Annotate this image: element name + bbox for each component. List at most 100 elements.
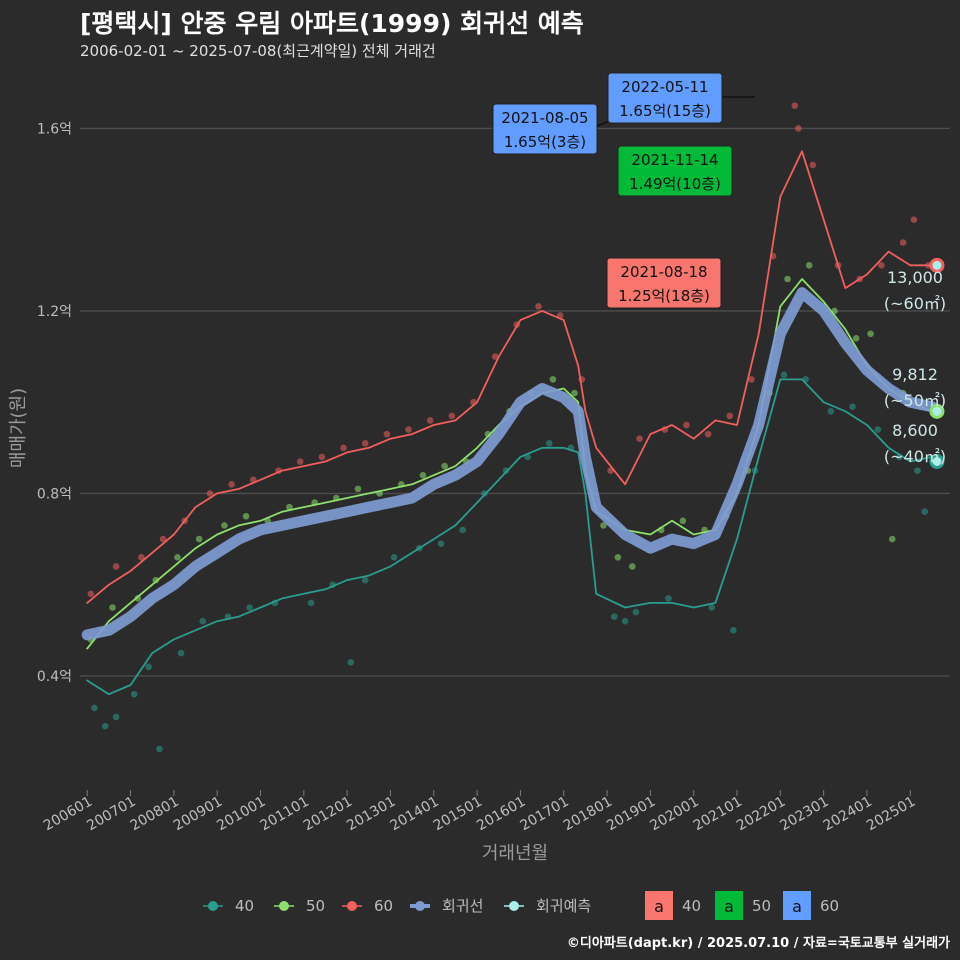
chart-title: [평택시] 안중 우림 아파트(1999) 회귀선 예측 xyxy=(80,9,584,38)
scatter-points-60-9 xyxy=(296,458,304,465)
x-tick-label-14: 202001 xyxy=(647,794,701,835)
scatter-points-40-15 xyxy=(390,554,398,561)
gridlines xyxy=(80,127,950,677)
scatter-points-40-28 xyxy=(708,604,716,611)
legend-line-label-1: 50 xyxy=(306,897,325,915)
legend-box-0 xyxy=(645,891,673,920)
scatter-points-50-9 xyxy=(286,503,293,511)
annotation-price-2: 1.49억(10층) xyxy=(629,175,721,193)
x-tick-label-15: 202101 xyxy=(691,794,745,835)
scatter-points-60-36 xyxy=(878,262,885,269)
annotation-date-1: 2022-05-11 xyxy=(621,78,708,96)
scatter-points-60-0 xyxy=(87,590,95,598)
scatter-points-60-27 xyxy=(704,430,712,438)
annotation-date-0: 2021-08-05 xyxy=(501,109,588,127)
series-line-2 xyxy=(86,150,933,604)
scatter-points-50-1 xyxy=(109,604,116,611)
scatter-points-50-37 xyxy=(888,535,896,543)
x-tick-label-12: 201801 xyxy=(561,794,615,835)
scatter-points-40-38 xyxy=(921,508,929,515)
scatter-points-60-3 xyxy=(159,535,167,543)
scatter-points-60-18 xyxy=(491,353,499,360)
scatter-points-40-27 xyxy=(665,595,672,602)
y-axis-title: 매매가(원) xyxy=(8,388,29,468)
annotation-date-2: 2021-11-14 xyxy=(631,151,718,169)
scatter-points-60-10 xyxy=(318,453,326,461)
scatter-points-40-19 xyxy=(481,490,488,497)
legend-dot-2 xyxy=(347,901,357,911)
scatter-points-40-35 xyxy=(874,426,882,433)
scatter-points-50-35 xyxy=(852,335,860,342)
scatter-points-40-33 xyxy=(827,408,835,415)
series-line-3 xyxy=(81,287,938,641)
scatter-points-40-1 xyxy=(101,722,109,730)
series-line-1 xyxy=(86,278,933,650)
legend-dot-4 xyxy=(509,901,519,911)
legend-box-2 xyxy=(783,891,811,920)
forecast-point-1 xyxy=(929,403,945,419)
scatter-points-60-11 xyxy=(340,444,347,452)
forecast-area-0: (~60㎡) xyxy=(884,294,946,313)
scatter-points-60-13 xyxy=(383,430,391,438)
scatter-points-40-0 xyxy=(91,704,98,712)
scatter-points-40-14 xyxy=(361,576,369,584)
scatter-points-40-24 xyxy=(610,613,618,620)
legend-box-label-1: 50 xyxy=(752,897,771,915)
scatter-points-50-24 xyxy=(614,554,622,561)
scatter-points-60-28 xyxy=(726,412,734,420)
scatter-points-50-21 xyxy=(549,376,557,383)
scatter-points-40-9 xyxy=(246,604,253,611)
annotation-price-3: 1.25억(18층) xyxy=(618,287,710,305)
scatter-points-40-2 xyxy=(112,713,120,721)
forecast-point-0 xyxy=(929,257,945,273)
scatter-points-40-20 xyxy=(502,467,510,474)
x-tick-label-4: 201001 xyxy=(214,794,268,835)
legend-box-glyph-2: a xyxy=(792,897,802,916)
annotation-box-2 xyxy=(617,145,733,197)
scatter-points-60-5 xyxy=(206,490,214,497)
scatter-points-50-23 xyxy=(600,522,607,529)
scatter-points-60-33 xyxy=(809,161,817,169)
forecast-area-1: (~50㎡) xyxy=(884,391,946,410)
scatter-points-60-6 xyxy=(228,481,235,488)
scatter-points-40-22 xyxy=(545,439,553,447)
scatter-points-40-13 xyxy=(347,658,355,666)
scatter-points-40-3 xyxy=(130,690,138,698)
scatter-points-40-18 xyxy=(459,526,466,534)
legend-box-1 xyxy=(715,891,743,920)
forecast-value-1: 9,812 xyxy=(892,365,938,384)
forecast-value-2: 8,600 xyxy=(892,421,938,440)
scatter-points-60-38 xyxy=(910,216,918,223)
scatter-points-60-24 xyxy=(636,435,643,442)
scatter-points-50-33 xyxy=(805,262,813,269)
x-tick-label-9: 201501 xyxy=(431,794,485,835)
x-tick-label-0: 200601 xyxy=(41,794,95,835)
legend-line-label-2: 60 xyxy=(374,897,393,915)
x-tick-label-5: 201101 xyxy=(258,794,312,835)
legend-line-label-4: 회귀예측 xyxy=(536,897,591,915)
chart-subtitle: 2006-02-01 ~ 2025-07-08(최근계약일) 전체 거래건 xyxy=(80,42,436,60)
x-tick-label-17: 202301 xyxy=(777,794,831,835)
forecast-value-0: 13,000 xyxy=(887,268,943,287)
annotation-date-3: 2021-08-18 xyxy=(620,263,707,281)
annotation-box-1 xyxy=(607,72,723,124)
scatter-points-50-4 xyxy=(174,554,181,561)
x-tick-label-7: 201301 xyxy=(344,794,398,835)
scatter-points-50-22 xyxy=(571,389,578,397)
scatter-points-40-34 xyxy=(849,403,856,411)
scatter-points-40-31 xyxy=(780,371,788,379)
scatter-points-50-6 xyxy=(221,522,228,529)
legend-line-label-0: 40 xyxy=(235,897,254,915)
scatter-points-60-20 xyxy=(535,303,542,310)
scatter-points-40-26 xyxy=(632,608,640,616)
legend-box-glyph-0: a xyxy=(654,897,664,916)
scatter-points-60-26 xyxy=(683,421,690,429)
scatter-points-50-32 xyxy=(784,275,791,283)
scatter-points-60-15 xyxy=(426,417,434,424)
x-ticks: 2006012007012008012009012010012011012012… xyxy=(41,790,918,834)
series-line-0 xyxy=(86,378,933,696)
x-tick-label-13: 201901 xyxy=(604,794,658,835)
scatter-points-40-4 xyxy=(145,663,152,671)
legend-box-glyph-1: a xyxy=(724,897,734,916)
